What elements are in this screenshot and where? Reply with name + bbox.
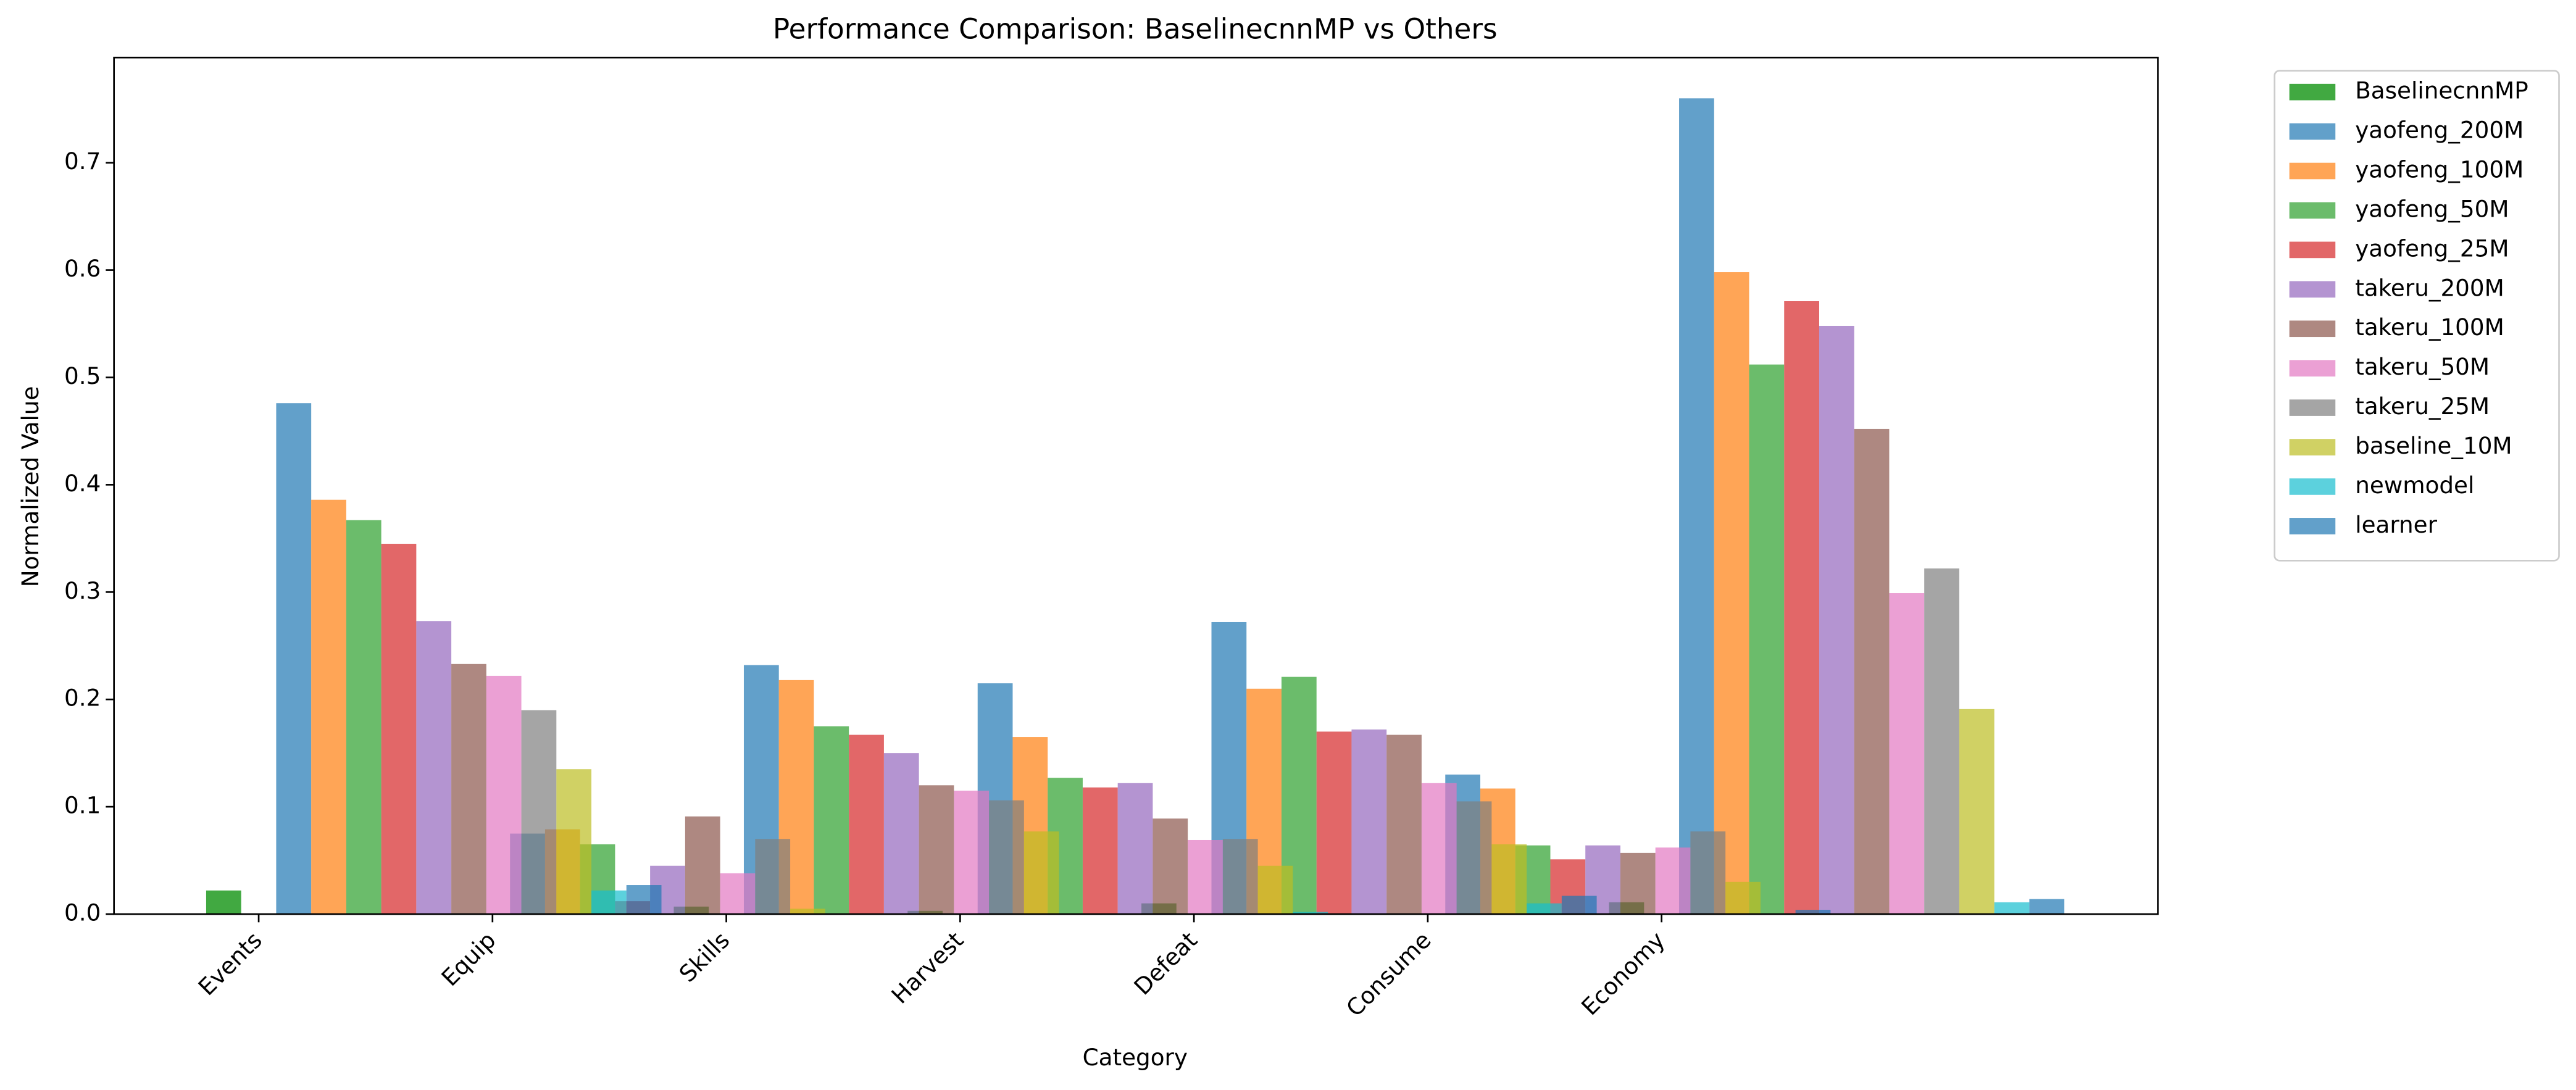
bar bbox=[1421, 783, 1457, 914]
bar bbox=[1690, 831, 1726, 914]
legend-label: takeru_25M bbox=[2355, 393, 2490, 420]
legend-box bbox=[2274, 70, 2560, 562]
legend-label: yaofeng_25M bbox=[2355, 235, 2509, 262]
bar bbox=[883, 753, 919, 914]
bar bbox=[486, 675, 522, 914]
bar bbox=[1679, 98, 1714, 914]
bar bbox=[1527, 903, 1562, 914]
bar bbox=[1620, 852, 1656, 914]
bar bbox=[1749, 364, 1785, 914]
y-tick-label: 0.6 bbox=[64, 255, 101, 282]
legend-label: takeru_50M bbox=[2355, 353, 2490, 380]
bar bbox=[591, 890, 627, 914]
legend-swatch bbox=[2289, 162, 2336, 180]
bar bbox=[1819, 325, 1854, 914]
bar bbox=[311, 499, 346, 914]
bar bbox=[1351, 729, 1387, 914]
bar bbox=[1784, 301, 1819, 914]
bar bbox=[556, 769, 592, 914]
legend-label: takeru_200M bbox=[2355, 274, 2504, 301]
legend-swatch bbox=[2289, 478, 2336, 495]
bar bbox=[1023, 831, 1059, 914]
bar bbox=[1725, 881, 1761, 914]
bar bbox=[1257, 865, 1293, 914]
plot-frame bbox=[113, 56, 2159, 915]
bar bbox=[954, 790, 990, 914]
bar bbox=[790, 909, 825, 914]
legend-swatch bbox=[2289, 320, 2336, 338]
legend-swatch bbox=[2289, 399, 2336, 416]
legend-swatch bbox=[2289, 281, 2336, 298]
bar bbox=[720, 873, 756, 914]
bar bbox=[1959, 709, 1995, 914]
legend-label: BaselinecnnMP bbox=[2355, 77, 2528, 104]
legend-swatch bbox=[2289, 123, 2336, 140]
legend-swatch bbox=[2289, 83, 2336, 101]
bar bbox=[1924, 568, 1959, 914]
legend-swatch bbox=[2289, 360, 2336, 377]
bar bbox=[1655, 847, 1691, 914]
bar bbox=[1854, 428, 1890, 914]
legend-label: baseline_10M bbox=[2355, 432, 2512, 459]
legend-swatch bbox=[2289, 241, 2336, 259]
bar bbox=[685, 816, 720, 914]
bar bbox=[1117, 783, 1153, 914]
y-tick-label: 0.3 bbox=[64, 577, 101, 604]
bar bbox=[989, 800, 1024, 914]
legend-label: takeru_100M bbox=[2355, 314, 2504, 341]
bar bbox=[1082, 787, 1118, 914]
bar bbox=[2029, 899, 2065, 914]
bar bbox=[521, 710, 557, 914]
legend-label: yaofeng_50M bbox=[2355, 195, 2509, 222]
bar bbox=[919, 785, 954, 914]
bar bbox=[1316, 731, 1352, 914]
x-axis-label: Category bbox=[1083, 1044, 1188, 1071]
bar bbox=[814, 726, 849, 914]
chart-title: Performance Comparison: BaselinecnnMP vs… bbox=[773, 13, 1498, 46]
y-tick-label: 0.4 bbox=[64, 470, 101, 497]
legend-label: yaofeng_100M bbox=[2355, 156, 2524, 183]
y-tick-label: 0.1 bbox=[64, 792, 101, 819]
legend-swatch bbox=[2289, 518, 2336, 535]
bar bbox=[206, 890, 241, 914]
bar bbox=[1714, 272, 1749, 914]
y-axis-label: Normalized Value bbox=[17, 386, 44, 588]
legend-label: yaofeng_200M bbox=[2355, 117, 2524, 144]
bar bbox=[1561, 896, 1597, 914]
y-tick-label: 0.5 bbox=[64, 362, 101, 389]
bar bbox=[1293, 912, 1328, 914]
bar bbox=[1386, 734, 1422, 914]
bar bbox=[276, 403, 312, 914]
bar bbox=[626, 885, 662, 914]
y-tick-label: 0.7 bbox=[64, 148, 101, 175]
bar bbox=[1491, 844, 1527, 914]
bar bbox=[381, 544, 417, 914]
bar bbox=[755, 839, 791, 914]
bar bbox=[1795, 910, 1831, 914]
bar bbox=[451, 664, 486, 914]
legend-swatch bbox=[2289, 202, 2336, 219]
bar bbox=[1222, 839, 1258, 914]
legend-label: learner bbox=[2355, 511, 2437, 538]
y-tick-label: 0.0 bbox=[64, 899, 101, 926]
legend-swatch bbox=[2289, 439, 2336, 456]
legend-label: newmodel bbox=[2355, 472, 2474, 499]
bar bbox=[849, 734, 884, 914]
bar bbox=[1188, 839, 1223, 914]
bar bbox=[346, 520, 381, 914]
bar bbox=[1889, 593, 1925, 914]
y-tick-label: 0.2 bbox=[64, 684, 101, 712]
bar bbox=[1456, 801, 1492, 914]
bar bbox=[416, 621, 452, 914]
bar bbox=[1994, 902, 2030, 914]
bar bbox=[1153, 818, 1188, 914]
